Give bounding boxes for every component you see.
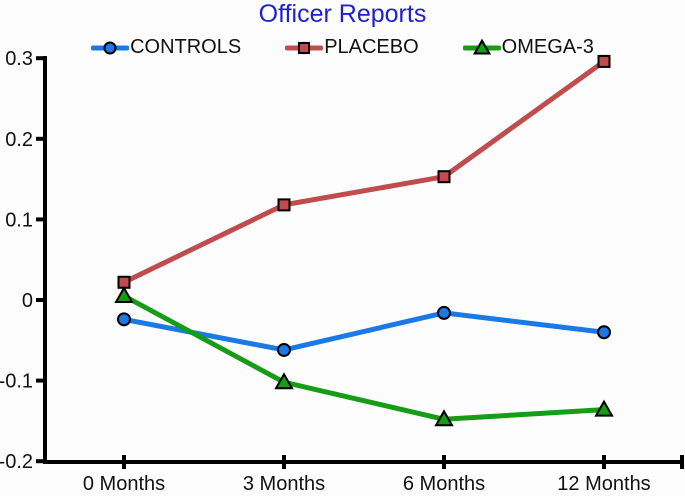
x-tick-label: 6 Months — [403, 473, 485, 495]
y-tick-label: 0.2 — [5, 129, 33, 151]
triangle-marker — [274, 372, 294, 390]
y-tick-label: 0.3 — [5, 48, 33, 70]
series-line-controls — [121, 310, 607, 353]
legend-label-placebo: PLACEBO — [324, 36, 419, 58]
triangle-marker — [594, 399, 614, 417]
legend-label-controls: CONTROLS — [130, 36, 242, 58]
y-tick-label: 0 — [22, 290, 33, 312]
series-line-omega-3 — [121, 293, 607, 422]
circle-marker — [117, 312, 131, 327]
chart-legend: CONTROLS PLACEBO OMEGA-3 — [0, 36, 685, 59]
square-marker — [597, 54, 611, 68]
x-tick-label: 0 Months — [83, 473, 165, 495]
series-line-placebo — [121, 58, 607, 285]
circle-marker — [437, 305, 451, 320]
legend-label-omega3: OMEGA-3 — [501, 36, 594, 58]
square-marker — [437, 170, 451, 184]
placebo-line-square-icon — [285, 38, 324, 58]
square-marker — [277, 198, 291, 212]
omega3-line-triangle-icon — [462, 38, 501, 58]
legend-item-controls: CONTROLS — [91, 36, 241, 59]
y-tick-label: -0.1 — [0, 371, 33, 393]
x-tick-label: 12 Months — [557, 473, 650, 495]
triangle-marker — [434, 409, 454, 427]
circle-marker — [103, 40, 117, 55]
controls-line-circle-icon — [91, 38, 130, 58]
legend-item-placebo: PLACEBO — [285, 36, 419, 59]
triangle-marker — [114, 285, 134, 303]
x-tick-label: 3 Months — [243, 473, 325, 495]
triangle-marker — [472, 38, 491, 55]
circle-marker — [277, 342, 291, 357]
y-tick-label: -0.2 — [0, 451, 33, 473]
square-marker — [298, 41, 311, 54]
legend-item-omega3: OMEGA-3 — [462, 36, 594, 59]
circle-marker — [597, 325, 611, 340]
chart-title: Officer Reports — [258, 0, 427, 28]
y-tick-label: 0.1 — [5, 209, 33, 231]
